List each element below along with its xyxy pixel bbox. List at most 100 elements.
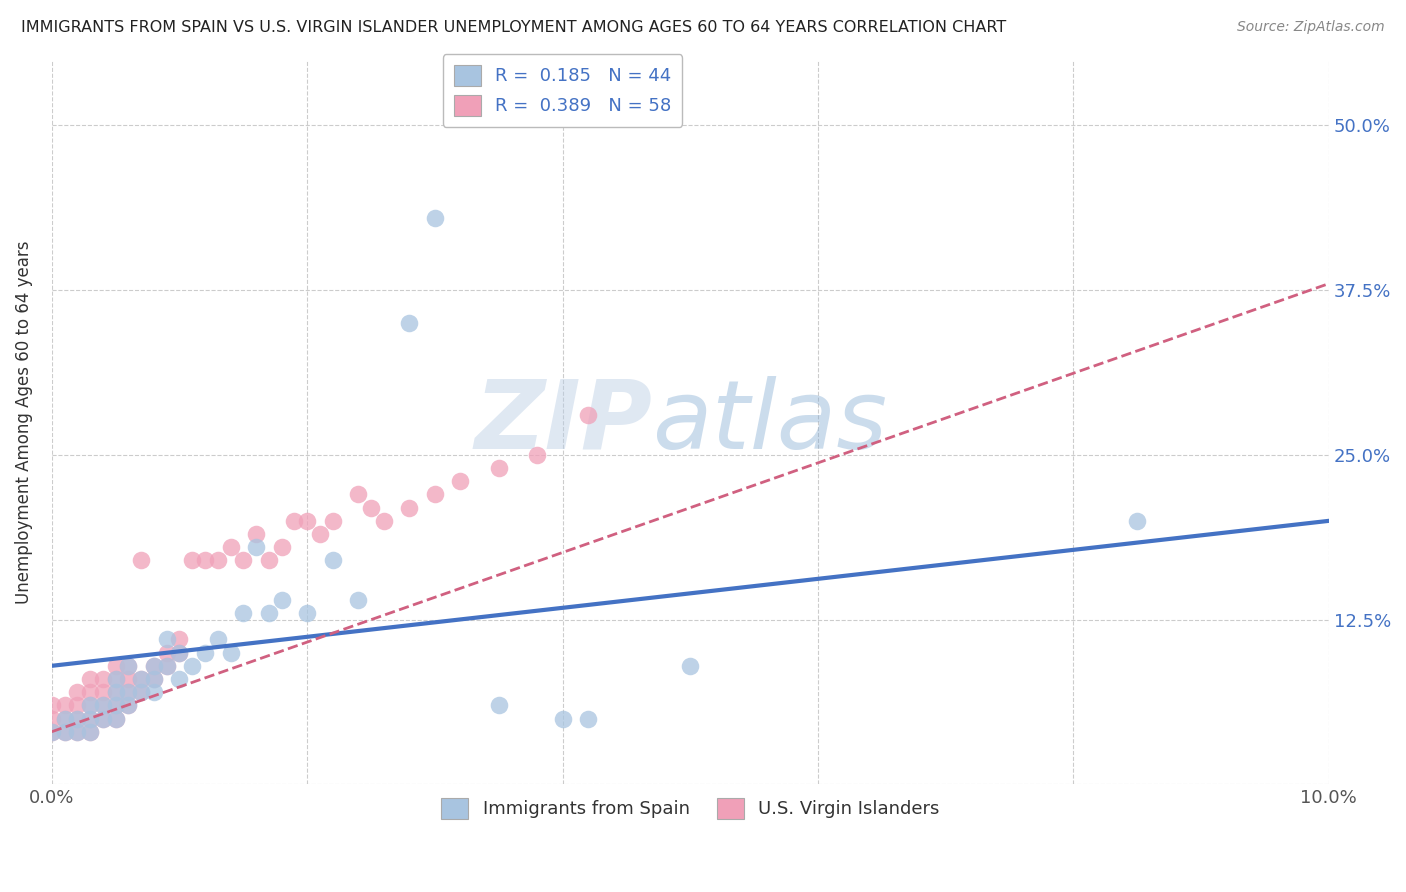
Point <box>129 685 152 699</box>
Point <box>194 553 217 567</box>
Point <box>169 646 191 660</box>
Point <box>91 672 114 686</box>
Point <box>449 475 471 489</box>
Point <box>551 712 574 726</box>
Point <box>347 487 370 501</box>
Point <box>322 514 344 528</box>
Point <box>360 500 382 515</box>
Point <box>117 658 139 673</box>
Point <box>104 672 127 686</box>
Point <box>79 724 101 739</box>
Point <box>117 698 139 713</box>
Point <box>398 500 420 515</box>
Point <box>41 698 63 713</box>
Point <box>66 698 89 713</box>
Point <box>104 712 127 726</box>
Legend: Immigrants from Spain, U.S. Virgin Islanders: Immigrants from Spain, U.S. Virgin Islan… <box>434 791 946 826</box>
Point <box>232 606 254 620</box>
Point <box>53 698 76 713</box>
Point <box>373 514 395 528</box>
Point <box>91 712 114 726</box>
Text: IMMIGRANTS FROM SPAIN VS U.S. VIRGIN ISLANDER UNEMPLOYMENT AMONG AGES 60 TO 64 Y: IMMIGRANTS FROM SPAIN VS U.S. VIRGIN ISL… <box>21 20 1007 35</box>
Point <box>104 658 127 673</box>
Point <box>270 540 292 554</box>
Point <box>117 672 139 686</box>
Point <box>156 658 179 673</box>
Text: ZIP: ZIP <box>474 376 652 468</box>
Point <box>53 712 76 726</box>
Point <box>526 448 548 462</box>
Point <box>79 698 101 713</box>
Point <box>207 553 229 567</box>
Point <box>219 540 242 554</box>
Point <box>53 724 76 739</box>
Point <box>91 712 114 726</box>
Point <box>295 606 318 620</box>
Point <box>66 685 89 699</box>
Point <box>91 698 114 713</box>
Point <box>156 646 179 660</box>
Point <box>79 712 101 726</box>
Point <box>66 712 89 726</box>
Point <box>66 724 89 739</box>
Point <box>169 632 191 647</box>
Point <box>398 316 420 330</box>
Point <box>41 724 63 739</box>
Point <box>117 685 139 699</box>
Point <box>117 685 139 699</box>
Point <box>142 672 165 686</box>
Point <box>488 461 510 475</box>
Point <box>104 672 127 686</box>
Point <box>169 646 191 660</box>
Point <box>129 553 152 567</box>
Point <box>1126 514 1149 528</box>
Point <box>257 606 280 620</box>
Point <box>41 724 63 739</box>
Point <box>142 672 165 686</box>
Point <box>104 712 127 726</box>
Point <box>423 211 446 225</box>
Point <box>117 698 139 713</box>
Point <box>181 658 204 673</box>
Point <box>79 698 101 713</box>
Point <box>257 553 280 567</box>
Point <box>104 698 127 713</box>
Point <box>169 672 191 686</box>
Point <box>142 658 165 673</box>
Point <box>181 553 204 567</box>
Point <box>245 527 267 541</box>
Point <box>104 685 127 699</box>
Point <box>104 698 127 713</box>
Point <box>156 658 179 673</box>
Point <box>79 685 101 699</box>
Point <box>423 487 446 501</box>
Point <box>156 632 179 647</box>
Point <box>295 514 318 528</box>
Point <box>142 685 165 699</box>
Point <box>66 724 89 739</box>
Point <box>347 593 370 607</box>
Point <box>79 672 101 686</box>
Point <box>245 540 267 554</box>
Point <box>322 553 344 567</box>
Point <box>53 712 76 726</box>
Point <box>309 527 332 541</box>
Point <box>104 685 127 699</box>
Point <box>679 658 702 673</box>
Point <box>283 514 305 528</box>
Point <box>488 698 510 713</box>
Point <box>194 646 217 660</box>
Point <box>129 685 152 699</box>
Point <box>53 724 76 739</box>
Point <box>117 658 139 673</box>
Point <box>66 712 89 726</box>
Y-axis label: Unemployment Among Ages 60 to 64 years: Unemployment Among Ages 60 to 64 years <box>15 240 32 604</box>
Point <box>270 593 292 607</box>
Point <box>129 672 152 686</box>
Point <box>91 698 114 713</box>
Point <box>142 658 165 673</box>
Point <box>129 672 152 686</box>
Point <box>576 712 599 726</box>
Point <box>79 712 101 726</box>
Text: atlas: atlas <box>652 376 887 468</box>
